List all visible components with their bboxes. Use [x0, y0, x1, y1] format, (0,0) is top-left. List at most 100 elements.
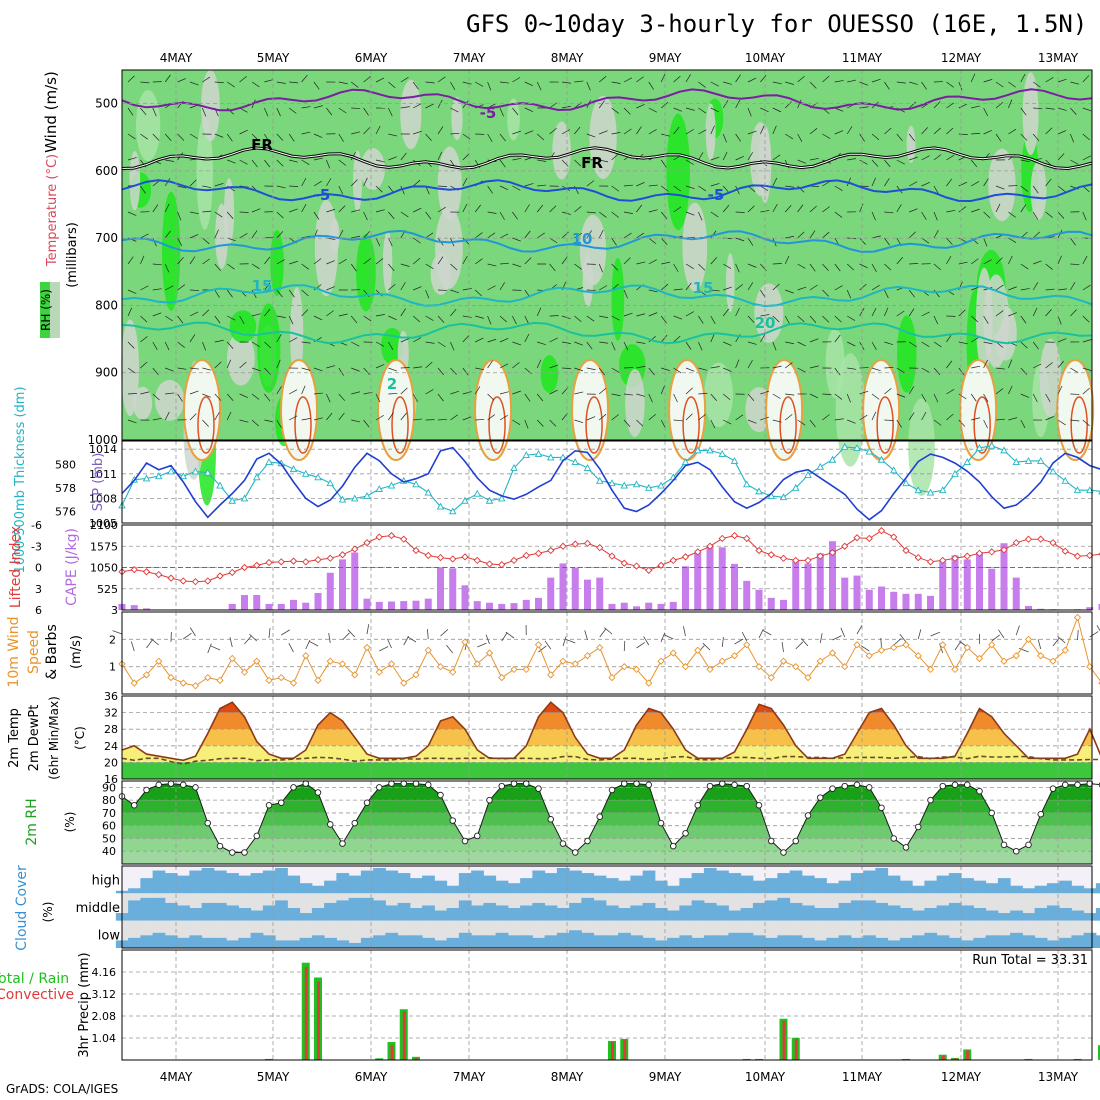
wind-barb: [574, 391, 584, 395]
slp-tick: 1008: [89, 492, 117, 505]
wind-barb: [375, 393, 381, 403]
cloud-middle-cell: [152, 897, 166, 921]
cape-bar: [437, 567, 444, 610]
cape-bar: [755, 589, 763, 610]
rh-marker: [902, 844, 910, 851]
cloud-low-cell: [422, 937, 435, 948]
wind-barb: [809, 393, 819, 399]
pressure-tick: 800: [95, 298, 118, 312]
wind-barb: [301, 74, 308, 83]
cloud-high-cell: [397, 873, 411, 894]
lifted-index-marker: [767, 551, 775, 559]
wind-barb: [127, 107, 134, 116]
warm-core: [959, 359, 998, 461]
wind-speed-marker: [939, 641, 947, 649]
cloud-middle-cell: [605, 905, 619, 921]
lifted-index-marker: [204, 577, 212, 585]
wind-barb: [574, 206, 582, 213]
wind-barb: [723, 367, 732, 372]
wind-barb: [375, 258, 384, 265]
cape-bar: [253, 595, 261, 610]
wind-barb: [599, 285, 608, 291]
cloud-low-cell: [495, 932, 509, 948]
wind-barb: [660, 283, 669, 291]
wind-barb: [524, 333, 530, 343]
wind-barb: [450, 289, 460, 294]
wind-barb: [437, 151, 443, 161]
cloud-low-cell: [740, 932, 754, 948]
rh-marker: [596, 813, 604, 821]
wind-barb: [859, 81, 869, 86]
wind-barb: [958, 133, 968, 135]
wind-barb: [685, 341, 692, 350]
cloud-middle-cell: [483, 902, 497, 921]
wind-barb: [847, 341, 856, 347]
wind-barb: [1057, 255, 1062, 265]
wind-barb: [971, 417, 981, 421]
wind-barb: [908, 231, 916, 239]
lifted-index-marker: [1049, 539, 1057, 547]
wind-barb: [933, 393, 939, 403]
cloud-middle-cell: [630, 905, 644, 921]
wind-barb: [723, 263, 732, 269]
cloud-low-cell: [642, 937, 656, 948]
cloud-low-cell: [801, 937, 815, 948]
wind-barb: [636, 104, 645, 109]
temp-band: [122, 729, 1092, 746]
wind-barb: [958, 261, 968, 265]
wind-speed-marker: [485, 649, 494, 657]
wind-barb: [1020, 204, 1027, 213]
cloud-low-cell: [679, 935, 693, 948]
wind-barb: [921, 367, 930, 373]
rh-marker: [706, 782, 714, 790]
cloud-high-cell: [850, 873, 864, 894]
wind-barb: [660, 73, 666, 83]
wind-barb: [698, 392, 708, 395]
cloud-low-cell: [397, 935, 411, 948]
wind-barb: [648, 335, 656, 343]
wind-barb: [351, 419, 361, 423]
lifted-index-marker: [498, 561, 506, 569]
wind-barb: [586, 230, 592, 239]
wind-barb: [921, 311, 930, 317]
wind-barb: [549, 102, 558, 109]
cloud-high-cell: [936, 875, 950, 894]
rh-region: [121, 319, 139, 417]
wind-barb: [958, 206, 967, 213]
wind-barb: [685, 263, 694, 269]
wind-speed-marker: [449, 668, 457, 676]
thickness-tick: 578: [55, 482, 76, 495]
lifted-index-marker: [473, 556, 481, 565]
rh-marker: [694, 802, 702, 809]
wind-barb: [710, 333, 715, 343]
rh-region: [430, 253, 452, 295]
wind-barb: [946, 334, 952, 343]
wind-barb: [152, 263, 162, 266]
cloud-middle-cell: [1095, 908, 1100, 921]
convective-bar: [402, 1011, 406, 1060]
thickness-marker: [718, 449, 727, 457]
wind-barb: [698, 185, 707, 192]
wind-barb: [933, 263, 942, 271]
cape-bar: [804, 563, 812, 610]
cloud-middle-cell: [471, 905, 484, 921]
wind-barb: [772, 107, 782, 113]
thickness-marker: [1024, 456, 1033, 464]
wind-barb: [1032, 307, 1038, 317]
wind-barb: [834, 334, 841, 343]
wind-barb: [809, 338, 819, 343]
lifted-index-marker: [1000, 546, 1008, 554]
pressure-tick: 600: [95, 164, 118, 178]
wind-barb: [152, 367, 159, 376]
wind-speed-marker: [853, 641, 861, 649]
rh-region: [201, 70, 220, 142]
cape-axis-label: CAPE (J/kg): [64, 528, 80, 606]
wind-barb: [772, 341, 777, 351]
wind-barb: [611, 107, 619, 114]
wind-barb: [177, 367, 187, 370]
wind-barb: [338, 159, 347, 166]
wind-barb: [239, 315, 245, 324]
wind-barb: [524, 81, 534, 87]
cloud-high-cell: [422, 875, 435, 894]
